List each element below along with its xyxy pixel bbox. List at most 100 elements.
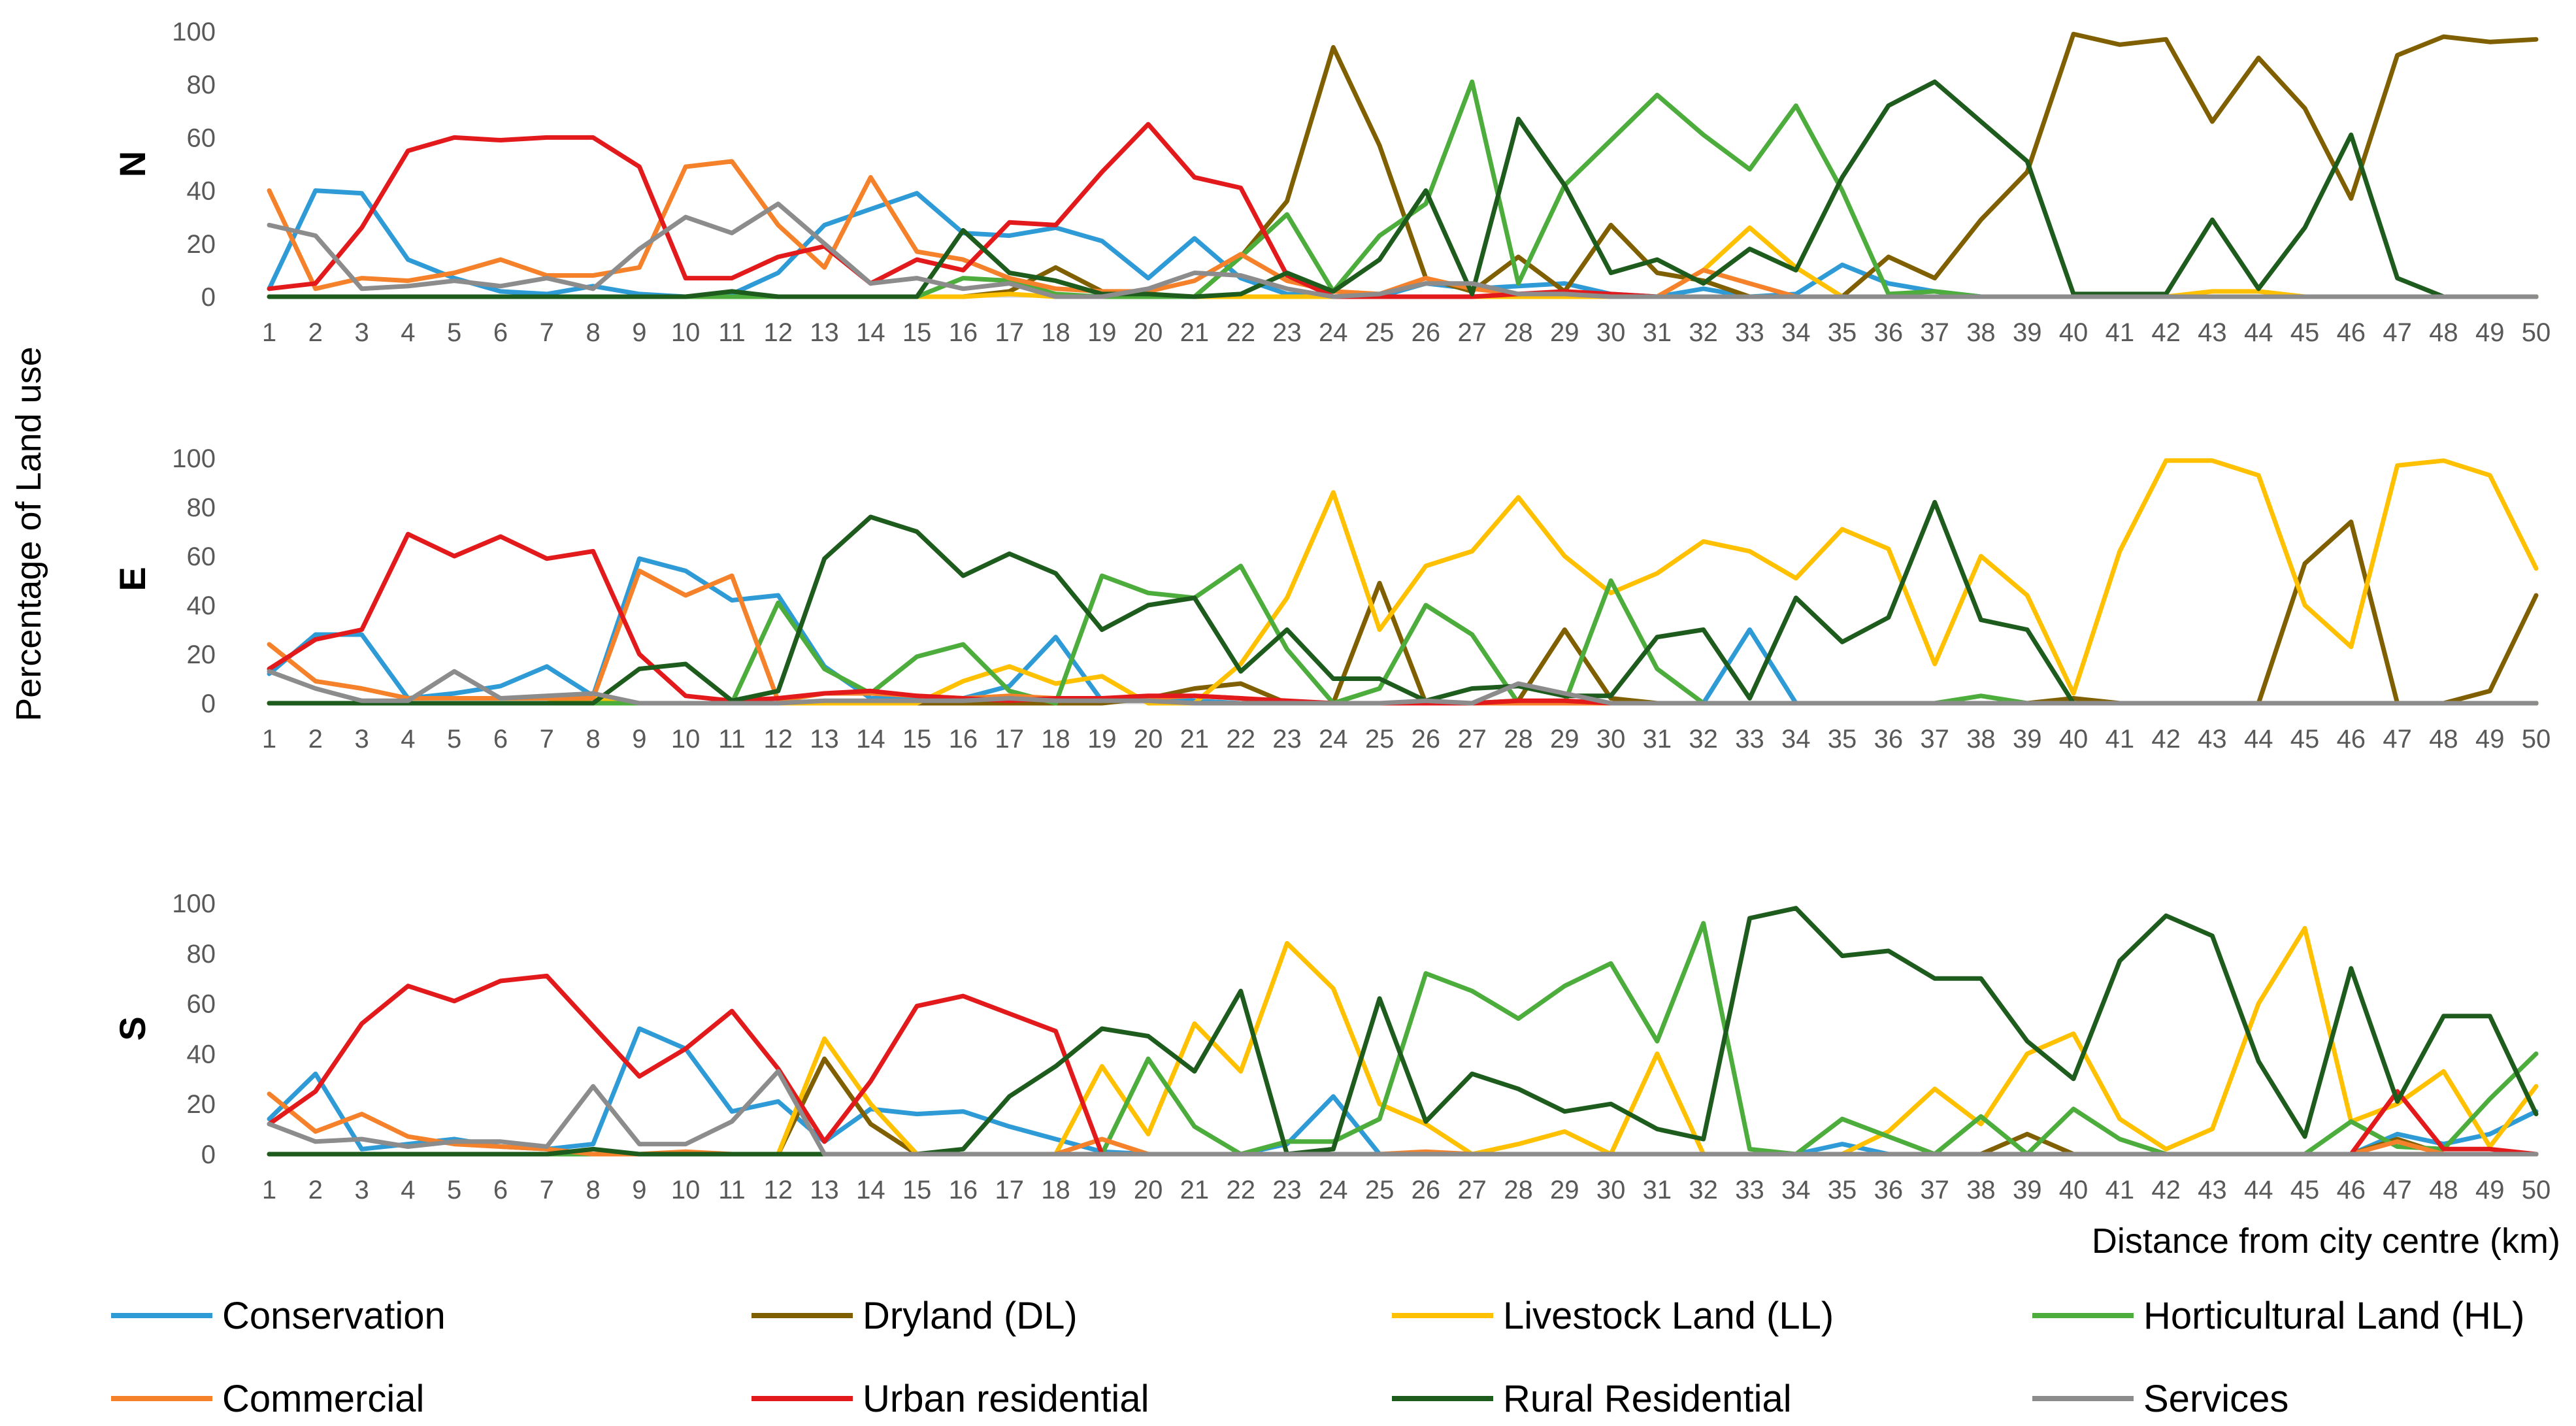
x-tick-label: 20: [1134, 318, 1163, 347]
x-tick-label: 45: [2290, 1176, 2320, 1204]
x-tick-label: 21: [1180, 318, 1210, 347]
x-tick-label: 43: [2198, 318, 2227, 347]
panel-label: N: [112, 151, 153, 177]
x-tick-label: 33: [1735, 1176, 1764, 1204]
y-tick-label: 100: [172, 444, 216, 473]
x-tick-label: 7: [540, 725, 554, 754]
x-tick-label: 12: [764, 318, 793, 347]
legend-item-livestock: Livestock Land (LL): [1392, 1295, 1834, 1337]
series-line-conservation: [267, 556, 2539, 706]
x-tick-label: 4: [401, 318, 415, 347]
legend-label: Urban residential: [863, 1378, 1149, 1420]
x-tick-label: 21: [1180, 1176, 1210, 1204]
x-tick-label: 29: [1550, 1176, 1579, 1204]
legend-label: Livestock Land (LL): [1503, 1295, 1834, 1337]
x-tick-label: 49: [2475, 1176, 2505, 1204]
x-tick-label: 26: [1412, 1176, 1441, 1204]
x-tick-label: 41: [2105, 725, 2135, 754]
x-tick-label: 10: [671, 725, 701, 754]
y-tick-label: 40: [187, 1040, 216, 1069]
x-tick-label: 35: [1828, 725, 1857, 754]
x-tick-label: 44: [2244, 1176, 2273, 1204]
x-tick-label: 45: [2290, 725, 2320, 754]
y-tick-label: 20: [187, 640, 216, 669]
legend-item-rural: Rural Residential: [1392, 1378, 1792, 1420]
series-line-services: [267, 1069, 2539, 1157]
x-tick-label: 49: [2475, 725, 2505, 754]
x-tick-label: 25: [1365, 318, 1395, 347]
x-tick-label: 37: [1920, 318, 1949, 347]
x-tick-label: 18: [1041, 725, 1070, 754]
x-tick-label: 13: [810, 1176, 839, 1204]
x-tick-label: 34: [1781, 1176, 1811, 1204]
legend-label: Horticultural Land (HL): [2143, 1295, 2524, 1337]
x-tick-label: 31: [1643, 318, 1672, 347]
x-tick-label: 11: [718, 725, 746, 754]
x-tick-label: 12: [764, 725, 793, 754]
y-tick-label: 80: [187, 940, 216, 969]
series-line-horticultural: [267, 921, 2539, 1157]
legend-item-commercial: Commercial: [111, 1378, 424, 1420]
x-tick-label: 37: [1920, 1176, 1949, 1204]
x-tick-label: 22: [1226, 1176, 1255, 1204]
panel-label: S: [112, 1016, 153, 1040]
y-tick-label: 60: [187, 124, 216, 152]
y-tick-label: 100: [172, 889, 216, 918]
x-tick-label: 25: [1365, 725, 1395, 754]
x-tick-label: 18: [1041, 318, 1070, 347]
x-tick-label: 1: [262, 725, 276, 754]
x-tick-label: 30: [1596, 1176, 1626, 1204]
series-line-services: [267, 201, 2539, 299]
x-tick-label: 36: [1874, 1176, 1904, 1204]
x-tick-label: 31: [1643, 1176, 1672, 1204]
x-tick-label: 42: [2151, 318, 2181, 347]
x-tick-label: 48: [2429, 725, 2458, 754]
x-tick-label: 32: [1689, 1176, 1718, 1204]
x-tick-label: 24: [1319, 318, 1348, 347]
x-tick-label: 6: [493, 725, 508, 754]
x-tick-label: 27: [1457, 318, 1487, 347]
x-tick-label: 40: [2059, 725, 2089, 754]
x-tick-label: 32: [1689, 318, 1718, 347]
x-tick-label: 14: [856, 725, 885, 754]
legend-label: Commercial: [222, 1378, 424, 1420]
x-tick-label: 38: [1966, 1176, 1996, 1204]
x-tick-label: 15: [902, 318, 932, 347]
x-tick-label: 23: [1272, 318, 1302, 347]
x-tick-label: 21: [1180, 725, 1210, 754]
x-tick-label: 29: [1550, 725, 1579, 754]
x-tick-label: 1: [262, 1176, 276, 1204]
x-tick-label: 11: [718, 1176, 746, 1204]
x-tick-label: 13: [810, 725, 839, 754]
x-tick-label: 9: [632, 1176, 646, 1204]
x-tick-label: 40: [2059, 318, 2089, 347]
x-tick-label: 14: [856, 1176, 885, 1204]
x-tick-label: 46: [2337, 1176, 2366, 1204]
x-tick-label: 15: [902, 1176, 932, 1204]
x-tick-label: 15: [902, 725, 932, 754]
x-tick-label: 47: [2383, 725, 2412, 754]
x-tick-label: 44: [2244, 725, 2273, 754]
x-tick-label: 50: [2522, 318, 2551, 347]
x-tick-label: 12: [764, 1176, 793, 1204]
x-tick-label: 5: [447, 1176, 461, 1204]
x-tick-label: 19: [1087, 1176, 1117, 1204]
x-tick-label: 4: [401, 725, 415, 754]
x-tick-label: 34: [1781, 318, 1811, 347]
y-tick-label: 20: [187, 1090, 216, 1119]
x-tick-label: 37: [1920, 725, 1949, 754]
x-tick-label: 4: [401, 1176, 415, 1204]
x-tick-label: 30: [1596, 318, 1626, 347]
x-tick-label: 24: [1319, 1176, 1348, 1204]
x-tick-label: 2: [308, 318, 323, 347]
x-tick-label: 30: [1596, 725, 1626, 754]
x-tick-label: 31: [1643, 725, 1672, 754]
x-tick-label: 3: [354, 725, 369, 754]
legend: Conservation Dryland (DL) Livestock Land (…: [111, 1295, 2524, 1420]
y-axis-title: Percentage of Land use: [9, 346, 48, 721]
legend-label: Conservation: [222, 1295, 446, 1337]
